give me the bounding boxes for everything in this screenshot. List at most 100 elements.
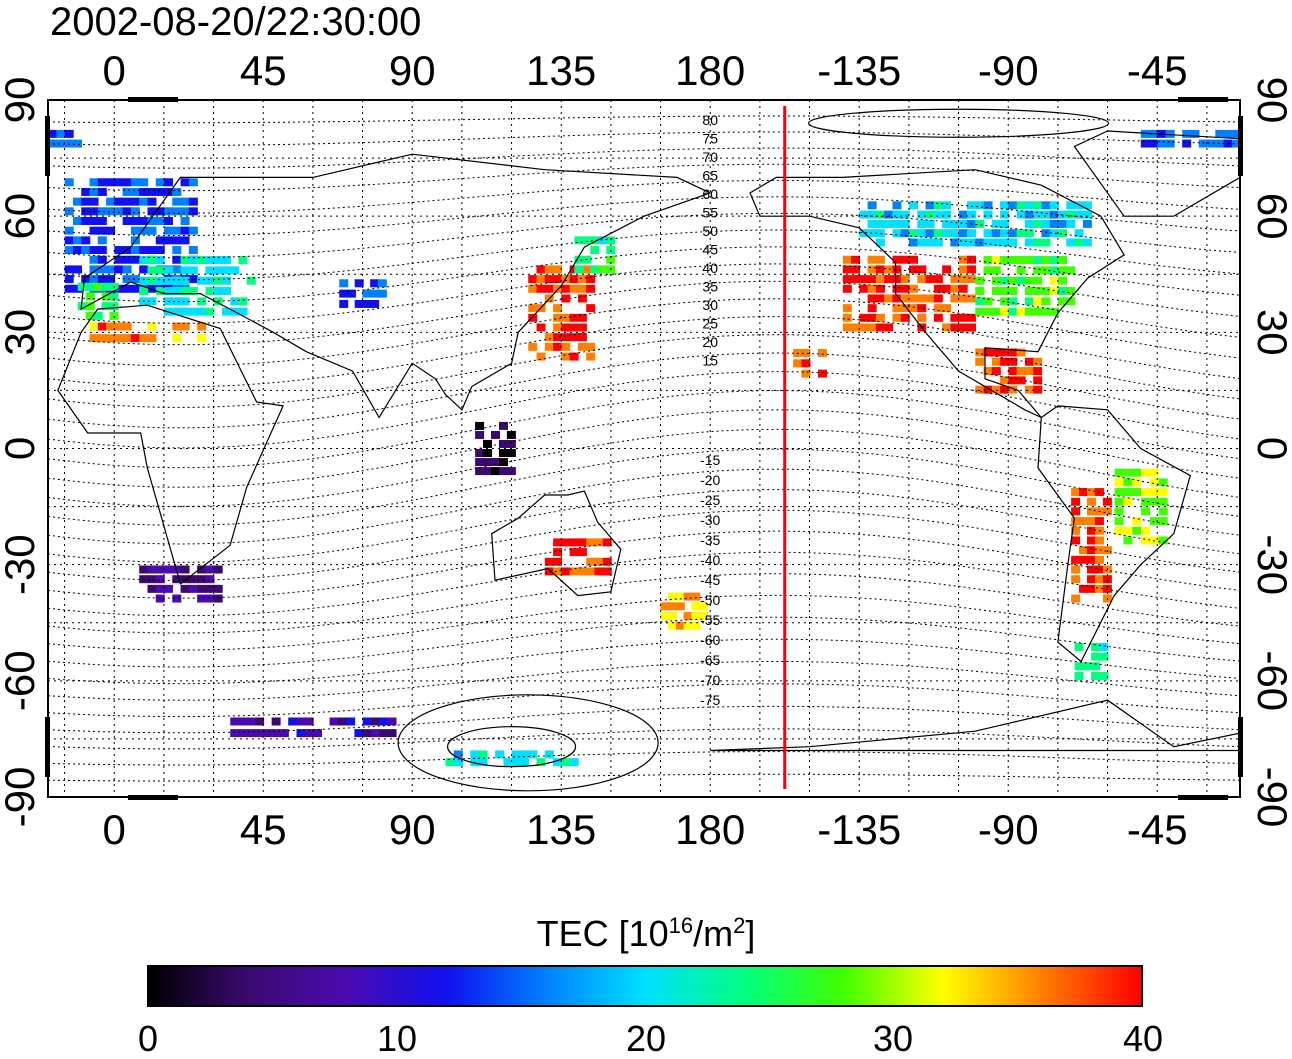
- contour-line: [48, 489, 1240, 563]
- graticule-layer: [48, 100, 1240, 797]
- contour-label: -40: [700, 552, 720, 568]
- contour-line: [48, 773, 1240, 782]
- bottom-lon-label: 90: [389, 806, 436, 853]
- colorbar-tick-label: 30: [872, 1018, 914, 1059]
- contour-label: 60: [702, 186, 718, 202]
- figure-title: 2002-08-20/22:30:00: [50, 0, 422, 44]
- frame-tick: [1178, 97, 1228, 102]
- contour-label: 75: [702, 131, 718, 147]
- contour-label: -75: [700, 692, 720, 708]
- contour-line: [48, 428, 1240, 507]
- contour-labels: 80 75 70 65 60 55 50 45 40 35 30 25 20 15 -15 -20 -25 -30…: [700, 112, 720, 708]
- tec-regions-layer: [48, 129, 1240, 767]
- coastline: [1073, 130, 1240, 217]
- top-lon-label: 135: [526, 47, 596, 94]
- tec-region: [64, 178, 198, 293]
- axis-labels: 0 0 45 45 90 90 135 135 180 180 -135 -135 -90 -90 -45 -…: [0, 47, 1292, 853]
- tec-region: [975, 256, 1076, 316]
- tec-region: [230, 717, 397, 738]
- colorbar-tick-label: 10: [376, 1018, 418, 1059]
- contour-line: [48, 334, 1240, 408]
- contour-label: 25: [702, 316, 718, 332]
- tec-region: [339, 279, 387, 308]
- tec-region: [139, 256, 256, 316]
- contour-label: 40: [702, 260, 718, 276]
- coastline-layer: [57, 130, 1240, 752]
- contour-line: [48, 728, 1240, 750]
- left-lat-label: 0: [0, 437, 43, 460]
- frame-tick: [128, 795, 178, 800]
- right-lat-label: -90: [1249, 767, 1292, 828]
- contour-label: -30: [700, 512, 720, 528]
- left-lat-label: -30: [0, 534, 43, 595]
- left-lat-label: 90: [0, 77, 43, 124]
- contour-line: [48, 196, 1240, 236]
- bottom-lon-label: 0: [103, 806, 126, 853]
- bottom-lon-label: 135: [526, 806, 596, 853]
- contour-label: 30: [702, 297, 718, 313]
- top-lon-label: 45: [240, 47, 287, 94]
- frame-tick: [1178, 795, 1228, 800]
- frame-tick: [45, 717, 50, 777]
- tec-region: [445, 750, 579, 767]
- bottom-lon-label: 45: [240, 806, 287, 853]
- contour-line: [397, 694, 659, 792]
- tec-region: [842, 255, 976, 332]
- map-frame: [47, 99, 1241, 798]
- contour-line: [48, 115, 1240, 124]
- contour-line: [48, 448, 1240, 526]
- contour-line: [48, 468, 1240, 545]
- tec-region: [1114, 468, 1168, 545]
- contour-line: [48, 683, 1240, 718]
- tec-region: [544, 538, 612, 576]
- contour-label: 15: [702, 353, 718, 369]
- contour-line: [48, 280, 1240, 346]
- contour-line: [48, 638, 1240, 685]
- contour-line: [48, 530, 1240, 599]
- colorbar-title: TEC [1016/m2]: [536, 913, 756, 954]
- contour-label: -60: [700, 632, 720, 648]
- tec-region: [975, 348, 1043, 394]
- contour-line: [48, 751, 1240, 766]
- contour-label: 55: [702, 205, 718, 221]
- contour-line: [48, 147, 1240, 169]
- contour-line: [48, 298, 1240, 367]
- contour-line: [48, 661, 1240, 701]
- left-lat-label: 60: [0, 193, 43, 240]
- right-lat-label: 30: [1249, 309, 1292, 356]
- frame-tick: [128, 97, 178, 102]
- right-lat-label: -30: [1249, 534, 1292, 595]
- contour-label: -45: [700, 572, 720, 588]
- coastline: [491, 490, 622, 597]
- left-lat-label: 30: [0, 309, 43, 356]
- frame-tick: [1238, 717, 1243, 777]
- frame-tick: [45, 116, 50, 176]
- contour-label: -35: [700, 532, 720, 548]
- contour-line: [48, 131, 1240, 146]
- contour-line: [48, 551, 1240, 617]
- contour-line: [48, 352, 1240, 429]
- contour-label: -50: [700, 592, 720, 608]
- coastline: [749, 169, 1125, 419]
- bottom-lon-label: -45: [1127, 806, 1188, 853]
- frame-ticks: [45, 97, 1243, 800]
- contour-line: [48, 573, 1240, 634]
- tec-region: [89, 322, 207, 343]
- contour-line: [48, 705, 1240, 734]
- top-lon-label: -90: [978, 47, 1039, 94]
- contour-label: -15: [700, 452, 720, 468]
- coastline: [710, 699, 1240, 752]
- tec-region: [48, 129, 1240, 148]
- coastline: [1037, 405, 1192, 663]
- right-lat-label: 90: [1249, 77, 1292, 124]
- contour-lines-layer: [48, 108, 1240, 792]
- coastline: [57, 304, 284, 586]
- tec-region: [1071, 488, 1112, 603]
- top-lon-label: -135: [817, 47, 901, 94]
- contour-label: -55: [700, 612, 720, 628]
- contour-line: [48, 212, 1240, 259]
- left-lat-label: -60: [0, 650, 43, 711]
- contour-label: 35: [702, 279, 718, 295]
